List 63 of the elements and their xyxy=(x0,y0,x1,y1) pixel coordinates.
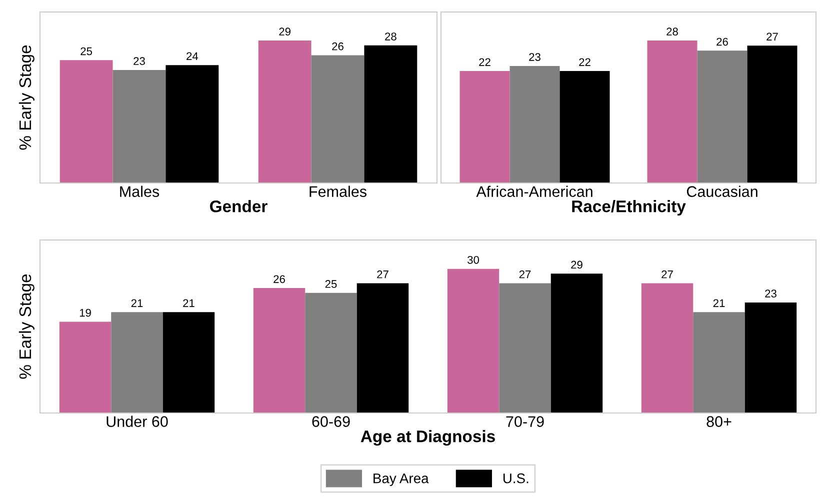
data-label: 25 xyxy=(80,47,92,56)
bar xyxy=(356,283,409,413)
x-axis-title: Gender xyxy=(210,200,268,212)
bar xyxy=(499,283,551,413)
legend-label: U.S. xyxy=(503,473,528,484)
bar xyxy=(258,40,312,183)
bar xyxy=(60,60,113,183)
data-label: 21 xyxy=(131,299,143,307)
data-label: 26 xyxy=(332,42,344,50)
data-label: 19 xyxy=(80,308,91,317)
data-label: 29 xyxy=(279,28,290,36)
data-label: 29 xyxy=(571,260,582,269)
data-label: 27 xyxy=(766,32,778,41)
y-axis-title: % Early Stage xyxy=(18,274,34,379)
bar xyxy=(311,55,364,183)
data-label: 23 xyxy=(765,290,776,298)
bar xyxy=(59,322,112,413)
x-tick-label: Under 60 xyxy=(106,416,168,427)
bar xyxy=(305,292,357,413)
x-tick-label: Females xyxy=(310,186,366,197)
data-label: 28 xyxy=(666,28,678,36)
data-label: 28 xyxy=(385,32,396,40)
bar xyxy=(647,40,698,183)
bar xyxy=(460,71,510,183)
data-label: 26 xyxy=(716,38,728,46)
bar xyxy=(560,71,610,183)
x-tick-label: 60-69 xyxy=(312,416,350,427)
data-label: 27 xyxy=(662,270,673,278)
data-label: 26 xyxy=(274,275,285,284)
bar xyxy=(162,312,215,413)
y-axis-title: % Early Stage xyxy=(18,45,34,150)
x-tick-label: 80+ xyxy=(706,416,732,427)
x-tick-label: 70-79 xyxy=(506,416,544,427)
data-label: 30 xyxy=(468,256,480,264)
data-label: 21 xyxy=(183,299,194,307)
x-tick-label: African-American xyxy=(476,186,592,197)
bar xyxy=(744,302,797,413)
x-axis-title: Race/Ethnicity xyxy=(572,200,686,216)
data-label: 27 xyxy=(377,270,388,278)
bar xyxy=(253,288,306,413)
bar xyxy=(697,50,748,183)
data-label: 23 xyxy=(529,53,540,61)
data-label: 22 xyxy=(479,58,490,66)
bar xyxy=(510,66,560,183)
bar xyxy=(447,268,500,413)
x-tick-label: Caucasian xyxy=(686,186,758,197)
bar xyxy=(364,45,418,183)
data-label: 23 xyxy=(134,57,145,66)
bar xyxy=(693,312,745,413)
data-label: 27 xyxy=(519,270,531,278)
bar xyxy=(111,312,163,413)
data-label: 24 xyxy=(186,52,198,60)
x-tick-label: Males xyxy=(120,186,160,197)
bar xyxy=(166,65,219,183)
bar xyxy=(112,70,166,183)
x-axis-title: Age at Diagnosis xyxy=(360,430,495,446)
data-label: 21 xyxy=(713,299,725,307)
bar xyxy=(747,46,798,183)
data-label: 22 xyxy=(579,58,590,66)
legend-label: Bay Area xyxy=(374,474,429,486)
data-label: 25 xyxy=(325,280,337,288)
bar xyxy=(550,274,603,413)
bar xyxy=(641,283,694,413)
